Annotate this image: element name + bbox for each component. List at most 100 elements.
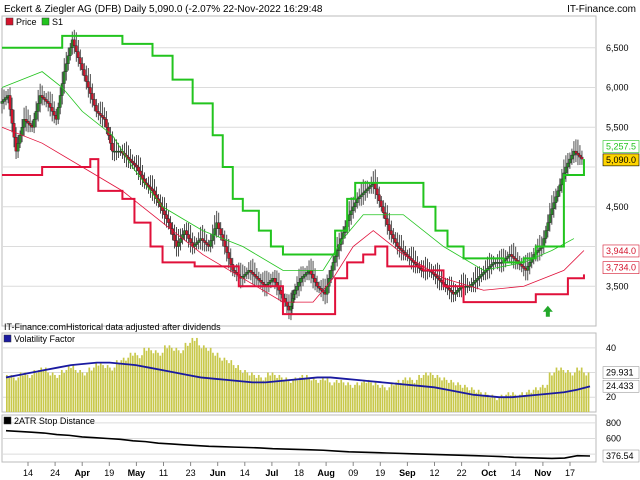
candle-body bbox=[169, 222, 172, 229]
candle-body bbox=[4, 97, 8, 100]
volatility-bar bbox=[514, 394, 517, 412]
candle-body bbox=[185, 230, 189, 235]
volatility-bar bbox=[253, 374, 256, 412]
candle-body bbox=[28, 123, 32, 126]
candle-body bbox=[528, 262, 532, 267]
candle-body bbox=[301, 276, 305, 279]
volatility-bar bbox=[51, 372, 54, 412]
candle-body bbox=[353, 202, 357, 207]
volatility-bar bbox=[214, 355, 217, 412]
candle-body bbox=[576, 152, 580, 156]
volatility-bar bbox=[418, 374, 420, 412]
volatility-bar bbox=[477, 389, 480, 412]
candle-body bbox=[546, 222, 550, 231]
volatility-bar bbox=[65, 370, 68, 412]
volatility-bar bbox=[541, 384, 544, 412]
volatility-bar bbox=[262, 380, 265, 412]
volatility-bar bbox=[205, 347, 207, 412]
candle-body bbox=[80, 63, 84, 70]
volatility-bar bbox=[409, 377, 411, 412]
volatility-bar bbox=[15, 380, 17, 412]
volatility-bar bbox=[237, 365, 239, 412]
candle-body bbox=[488, 266, 492, 269]
candle-body bbox=[151, 188, 154, 192]
candle-body bbox=[319, 288, 323, 291]
volatility-bar bbox=[38, 370, 40, 412]
volatility-bar bbox=[88, 367, 91, 412]
candle-body bbox=[36, 103, 40, 112]
candle-body bbox=[387, 224, 391, 231]
candle-body bbox=[397, 246, 401, 249]
volatility-bar bbox=[54, 374, 56, 412]
volatility-bar bbox=[157, 352, 159, 412]
candle-body bbox=[219, 228, 223, 235]
volatility-bar bbox=[509, 395, 512, 412]
candle-body bbox=[476, 278, 480, 281]
volatility-bar bbox=[244, 370, 246, 412]
volatility-bar bbox=[127, 357, 130, 412]
candle-body bbox=[293, 290, 297, 295]
volatility-bar bbox=[537, 390, 540, 412]
volatility-bar bbox=[560, 367, 562, 412]
volatility-bar bbox=[83, 375, 86, 412]
volatility-bar bbox=[553, 372, 556, 412]
brand-label: IT-Finance.com bbox=[567, 4, 636, 15]
volatility-bar bbox=[404, 377, 407, 412]
volatility-bar bbox=[164, 345, 166, 412]
volatility-bar bbox=[347, 382, 349, 412]
volatility-bar bbox=[308, 377, 310, 412]
volatility-bar bbox=[555, 367, 558, 412]
volatility-bar bbox=[129, 352, 132, 412]
volatility-value-label: 29.931 bbox=[606, 368, 634, 378]
candle-body bbox=[450, 290, 453, 293]
volatility-bar bbox=[358, 385, 361, 412]
volatility-bar bbox=[438, 377, 441, 412]
volatility-bar bbox=[441, 380, 443, 412]
volatility-bar bbox=[143, 347, 146, 412]
candle-body bbox=[64, 63, 68, 72]
stop-green-line bbox=[2, 34, 585, 264]
stop-green-thin-line bbox=[1, 71, 575, 271]
volatility-bar bbox=[60, 370, 63, 412]
volatility-bar bbox=[322, 377, 324, 412]
candle-body bbox=[104, 119, 108, 128]
volatility-bar bbox=[166, 348, 169, 412]
volatility-bar bbox=[544, 387, 546, 412]
volatility-bar bbox=[81, 372, 84, 412]
volatility-tick-label: 20 bbox=[606, 392, 616, 402]
volatility-bar bbox=[109, 367, 111, 412]
x-axis-tick-label: 19 bbox=[104, 468, 114, 478]
volatility-bar bbox=[260, 377, 262, 412]
candle-body bbox=[2, 99, 6, 102]
volatility-bar bbox=[461, 387, 464, 412]
volatility-bar bbox=[484, 392, 487, 412]
volatility-bar bbox=[232, 365, 235, 412]
volatility-bar bbox=[175, 347, 178, 412]
volatility-bar bbox=[450, 379, 452, 412]
volatility-bar bbox=[161, 352, 164, 412]
volatility-bar bbox=[312, 377, 315, 412]
stop-distance-legend-label: 2ATR Stop Distance bbox=[14, 416, 95, 426]
candle-body bbox=[438, 278, 441, 281]
volatility-average-line bbox=[5, 361, 591, 399]
candle-body bbox=[377, 194, 381, 202]
volatility-bar bbox=[397, 379, 400, 412]
volatility-bar bbox=[486, 394, 489, 412]
volatility-bar bbox=[218, 357, 221, 412]
candle-body bbox=[129, 158, 132, 162]
candle-body bbox=[84, 75, 88, 82]
volatility-bar bbox=[539, 387, 542, 412]
candle-body bbox=[564, 166, 568, 174]
volatility-bar bbox=[363, 379, 365, 412]
x-axis-tick-label: 22 bbox=[457, 468, 467, 478]
stop-distance-value-label: 376.54 bbox=[606, 451, 634, 461]
candle-body bbox=[267, 282, 271, 285]
volatility-bar bbox=[519, 394, 521, 412]
candle-body bbox=[269, 280, 273, 283]
price-label: 5,257.5 bbox=[606, 142, 636, 152]
candle-body bbox=[548, 214, 552, 223]
volatility-bar bbox=[512, 392, 514, 412]
x-axis-tick-label: 12 bbox=[429, 468, 439, 478]
candle-body bbox=[448, 288, 451, 291]
volatility-bar bbox=[415, 379, 418, 412]
